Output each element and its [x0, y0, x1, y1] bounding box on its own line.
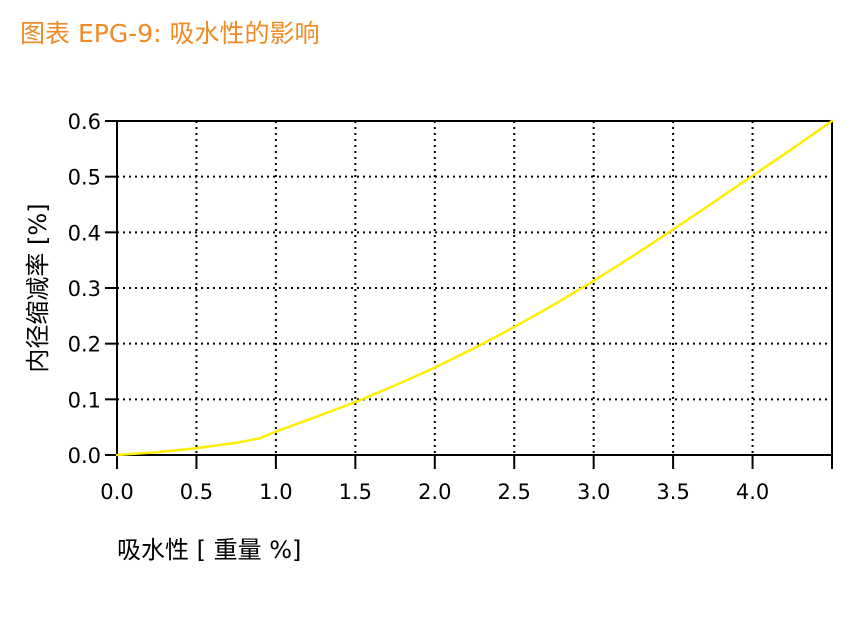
figure-title: 图表 EPG-9: 吸水性的影响 — [20, 19, 320, 48]
x-tick-label: 2.0 — [418, 480, 451, 504]
x-axis-label: 吸水性 [ 重量 %] — [117, 536, 301, 564]
y-tick-label: 0.0 — [68, 444, 101, 468]
x-tick-label: 4.0 — [736, 480, 769, 504]
x-tick-label: 1.5 — [339, 480, 372, 504]
x-tick-label: 0.0 — [100, 480, 133, 504]
x-tick-label: 0.5 — [180, 480, 213, 504]
y-axis-label: 内径缩减率 [%] — [24, 203, 52, 372]
x-tick-label: 2.5 — [498, 480, 531, 504]
y-tick-label: 0.4 — [68, 221, 101, 245]
x-tick-label: 3.0 — [577, 480, 610, 504]
y-tick-label: 0.6 — [68, 110, 101, 134]
y-tick-label: 0.1 — [68, 388, 101, 412]
series-line — [115, 119, 834, 457]
ticks — [105, 120, 833, 469]
grid — [117, 121, 832, 455]
x-tick-label: 1.0 — [259, 480, 292, 504]
y-tick-label: 0.5 — [68, 166, 101, 190]
tick-labels: 0.0 0.5 1.0 1.5 2.0 2.5 3.0 3.5 4.0 0.0 0.1 0.2 0.3 0… — [68, 110, 770, 504]
y-tick-label: 0.3 — [68, 277, 101, 301]
y-tick-label: 0.2 — [68, 333, 101, 357]
x-tick-label: 3.5 — [656, 480, 689, 504]
